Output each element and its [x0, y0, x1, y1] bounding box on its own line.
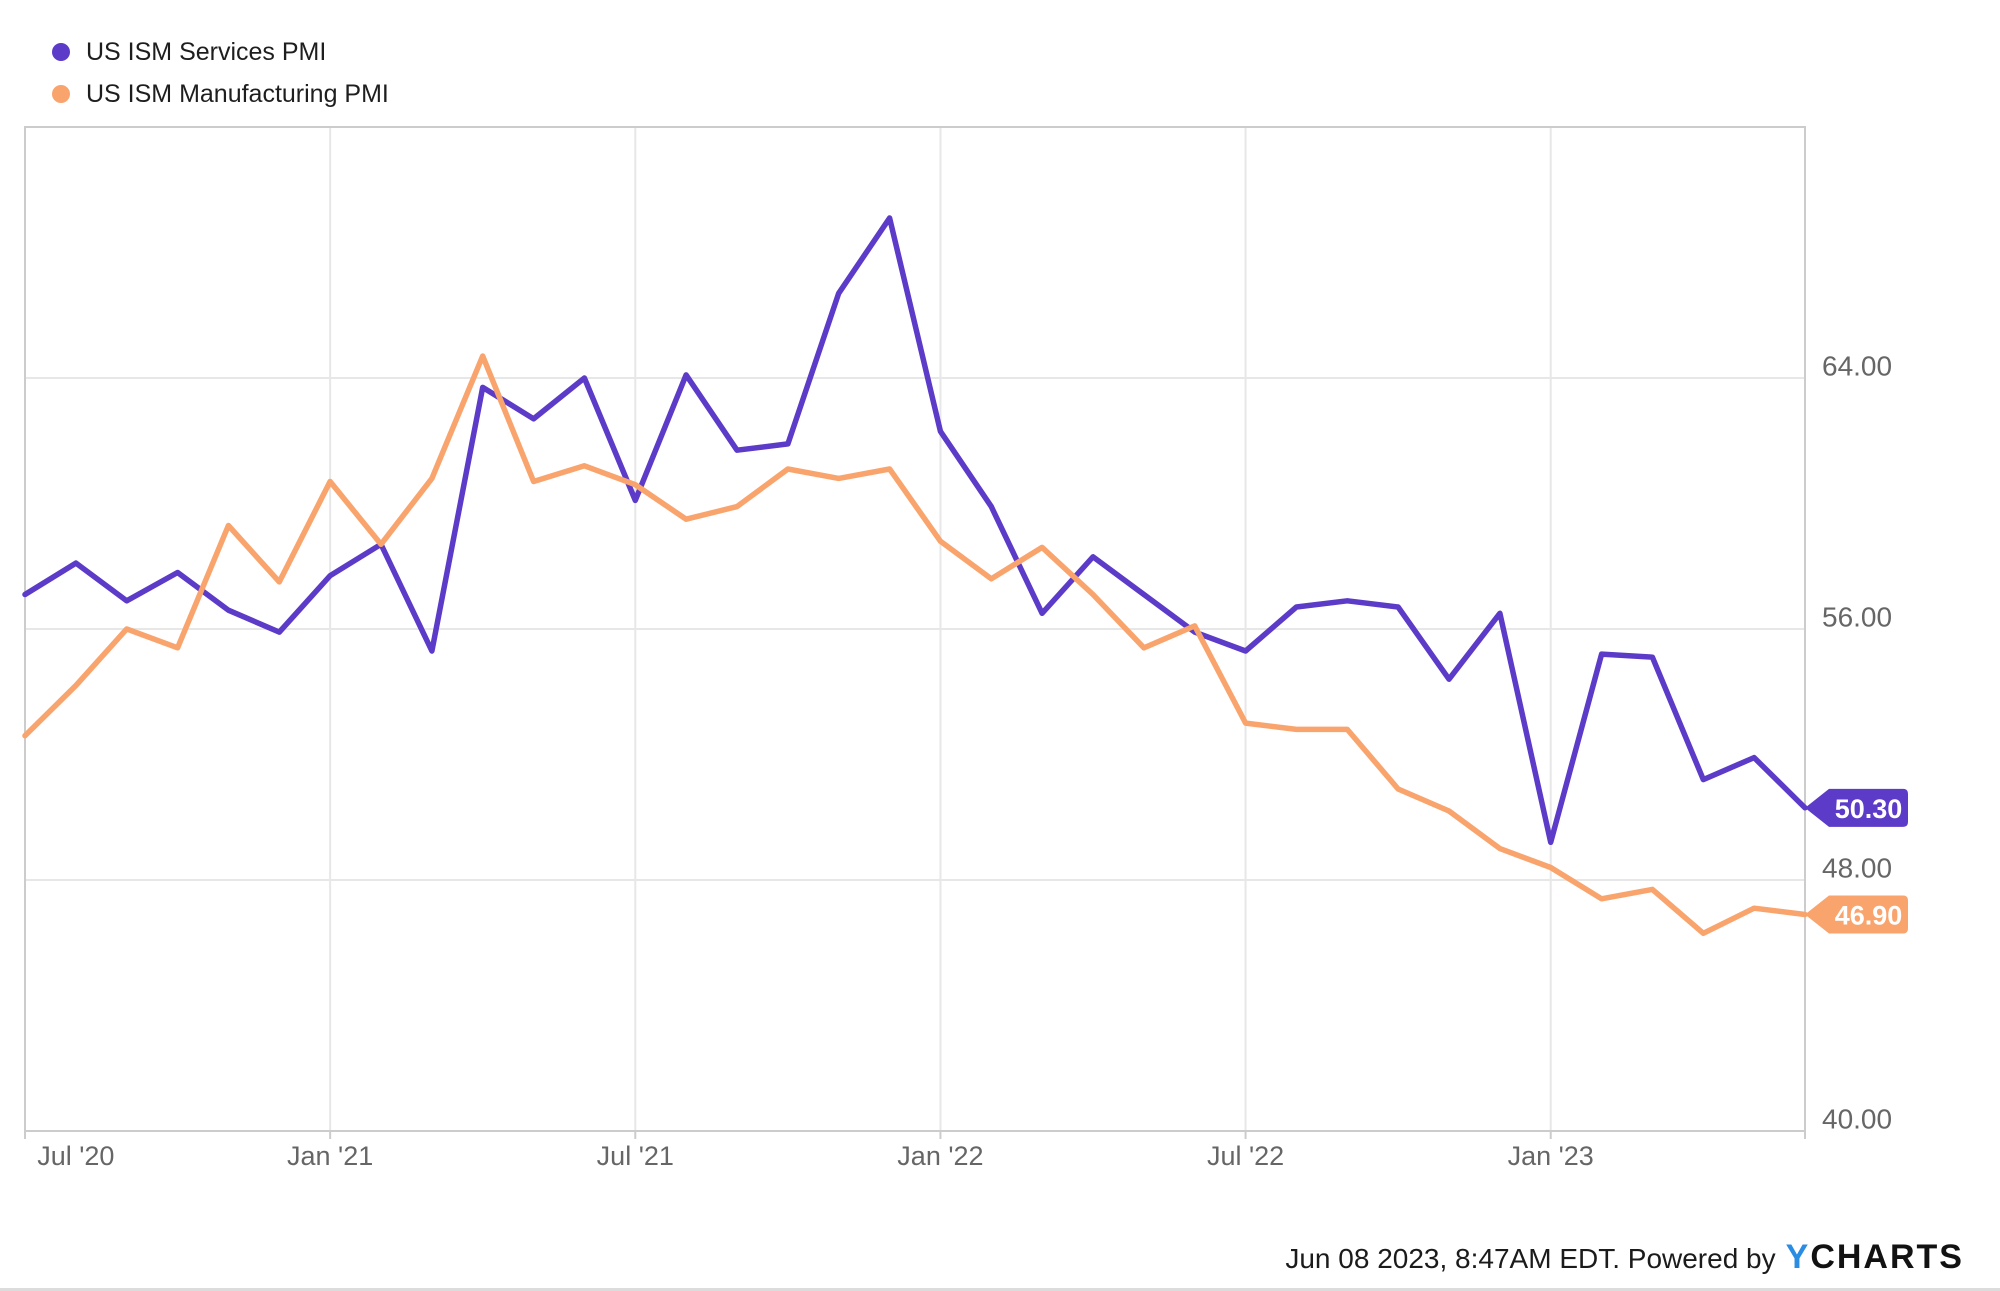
x-tick-label: Jul '22 [1207, 1141, 1284, 1171]
series-line-services[interactable] [22, 215, 1808, 846]
y-tick-label: 56.00 [1822, 602, 1892, 633]
legend-label-manufacturing: US ISM Manufacturing PMI [86, 79, 389, 108]
x-tick-label: Jan '23 [1508, 1141, 1594, 1171]
bottom-divider [0, 1288, 2000, 1291]
y-tick-label: 40.00 [1822, 1104, 1892, 1135]
series-marker-services-icon [52, 43, 70, 61]
footer: Jun 08 2023, 8:47AM EDT. Powered by YCHA… [1285, 1238, 1964, 1277]
value-badge-services [1805, 788, 1908, 827]
y-tick-label: 64.00 [1822, 351, 1892, 382]
plot-border [24, 126, 1806, 1132]
ycharts-logo[interactable]: YCHARTS [1786, 1238, 1964, 1277]
x-tick-label: Jan '22 [897, 1141, 983, 1171]
legend-item-services[interactable]: US ISM Services PMI [52, 31, 389, 73]
value-badge-label-services: 50.30 [1835, 794, 1903, 824]
legend: US ISM Services PMI US ISM Manufacturing… [52, 31, 389, 115]
ycharts-logo-y: Y [1785, 1238, 1811, 1276]
series-line-manufacturing[interactable] [22, 353, 1808, 937]
series-marker-manufacturing-icon [52, 85, 70, 103]
x-tick-label: Jan '21 [287, 1141, 373, 1171]
x-tick-label: Jul '21 [597, 1141, 674, 1171]
x-tick-label: Jul '20 [37, 1141, 114, 1171]
y-tick-label: 48.00 [1822, 853, 1892, 884]
legend-item-manufacturing[interactable]: US ISM Manufacturing PMI [52, 73, 389, 115]
footer-timestamp: Jun 08 2023, 8:47AM EDT. Powered by [1285, 1243, 1776, 1274]
value-badge-label-manufacturing: 46.90 [1835, 901, 1903, 931]
value-badge-manufacturing [1805, 895, 1908, 934]
legend-label-services: US ISM Services PMI [86, 37, 327, 66]
ycharts-logo-charts: CHARTS [1810, 1238, 1964, 1276]
